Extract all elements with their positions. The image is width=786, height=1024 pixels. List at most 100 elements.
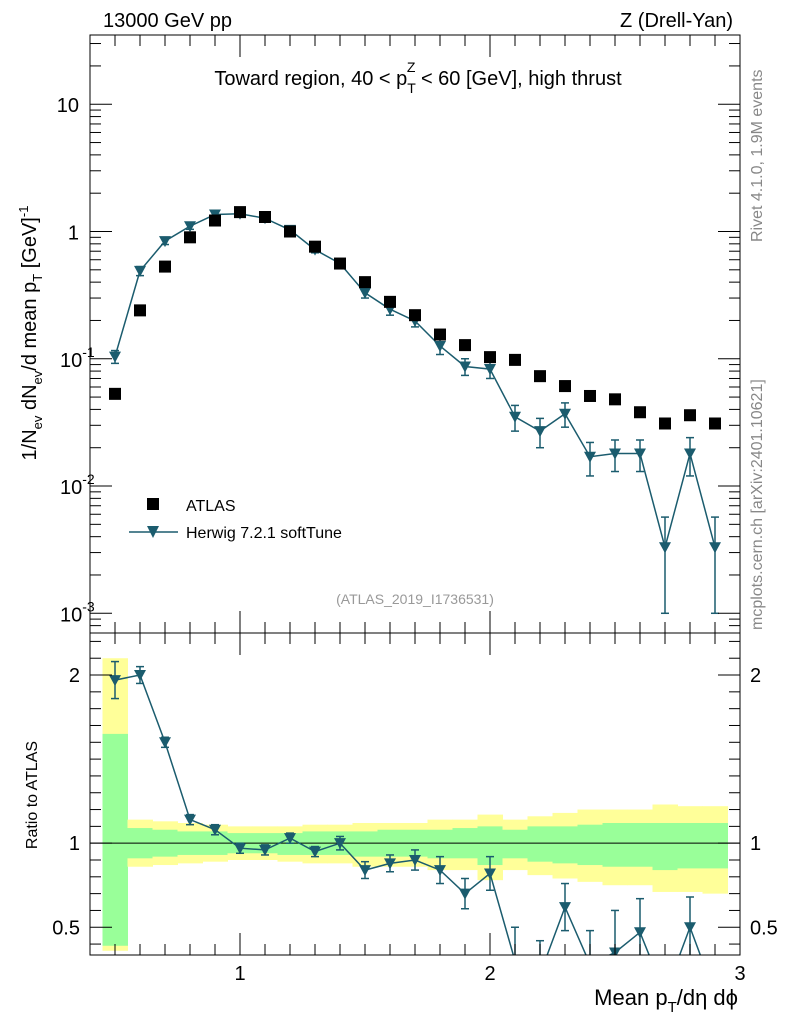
main-title: Toward region, 40 < pTZ < 60 [GeV], high… — [214, 59, 622, 96]
title-part-b: < 60 [GeV], high thrust — [415, 68, 622, 90]
herwig-point-17 — [534, 426, 546, 438]
ylabel-d: [GeV] — [19, 217, 41, 274]
main-tick-exp-0: -3 — [82, 598, 95, 614]
ratio-bands — [102, 658, 728, 951]
ratio-point-21 — [634, 927, 646, 939]
atlas-point-23 — [684, 409, 696, 422]
ratio-point-4 — [209, 824, 221, 836]
ratio-tick-label-right-0: 0.5 — [750, 917, 778, 939]
xlabel-a: Mean p — [594, 985, 667, 1010]
ratio-point-16 — [509, 956, 521, 967]
ratio-point-18 — [559, 902, 571, 914]
herwig-point-1 — [134, 265, 146, 277]
xlabel-sub: T — [668, 999, 677, 1016]
main-tick-label-3: 1 — [68, 223, 79, 245]
atlas-point-8 — [309, 240, 321, 253]
atlas-point-2 — [159, 260, 171, 273]
ratio-tick-label-right-1: 1 — [750, 833, 761, 855]
green-band-16 — [502, 829, 528, 859]
ratio-point-14 — [459, 888, 471, 900]
herwig-point-18 — [559, 408, 571, 420]
ratio-tick-label-left-2: 2 — [69, 665, 80, 687]
herwig-point-15 — [484, 364, 496, 376]
atlas-point-16 — [509, 353, 521, 366]
ratio-point-13 — [434, 865, 446, 877]
green-band-18 — [552, 826, 578, 864]
atlas-point-9 — [334, 257, 346, 270]
herwig-point-23 — [684, 448, 696, 460]
reference-label: (ATLAS_2019_I1736531) — [336, 591, 494, 607]
ratio-point-2 — [159, 737, 171, 749]
herwig-point-2 — [159, 236, 171, 248]
ratio-point-6 — [259, 844, 271, 856]
atlas-point-21 — [634, 406, 646, 419]
ratio-point-5 — [234, 843, 246, 855]
herwig-point-19 — [584, 451, 596, 463]
atlas-point-10 — [359, 276, 371, 289]
ylabel-c: /d mean p — [19, 282, 41, 371]
side-label-rivet: Rivet 4.1.0, 1.9M events — [749, 69, 766, 242]
ratio-point-7 — [284, 833, 296, 845]
atlas-point-1 — [134, 304, 146, 317]
header-left: 13000 GeV pp — [103, 10, 232, 32]
green-band-20 — [602, 823, 628, 867]
main-tick-label-4: 10 — [57, 95, 79, 117]
ratio-ylabel: Ratio to ATLAS — [24, 741, 41, 849]
herwig-point-21 — [634, 448, 646, 460]
atlas-point-0 — [109, 387, 121, 400]
ratio-point-17 — [534, 969, 546, 980]
green-band-7 — [277, 833, 303, 855]
herwig-point-0 — [109, 351, 121, 363]
title-sup: Z — [407, 59, 416, 75]
atlas-point-14 — [459, 339, 471, 352]
ratio-point-9 — [334, 838, 346, 850]
ratio-point-3 — [184, 814, 196, 826]
legend-label-herwig: Herwig 7.2.1 softTune — [186, 525, 342, 542]
main-ylabel: 1/Nev dNev/d mean pT [GeV]-1 — [16, 206, 45, 461]
ratio-point-10 — [359, 865, 371, 877]
herwig-point-13 — [434, 340, 446, 352]
green-band-19 — [577, 824, 603, 866]
ylabel-a: 1/N — [19, 429, 41, 460]
ylabel-s2: ev — [30, 370, 45, 384]
green-band-22 — [652, 823, 678, 871]
herwig-point-14 — [459, 361, 471, 373]
ratio-point-11 — [384, 858, 396, 870]
herwig-point-3 — [184, 221, 196, 233]
ratio-tick-label-left-1: 1 — [69, 833, 80, 855]
ratio-panel: 0.5 0.5 1 1 2 2 1 2 3 Ratio to ATLAS Mean pT/dη … — [24, 632, 778, 1016]
xlabel-b: /dη dϕ — [677, 985, 738, 1010]
atlas-point-5 — [234, 206, 246, 219]
legend-label-atlas: ATLAS — [186, 498, 236, 515]
green-band-0 — [102, 733, 128, 946]
title-sub: T — [407, 80, 416, 96]
legend-marker-atlas — [147, 498, 159, 510]
ratio-tick-label-left-0: 0.5 — [52, 917, 80, 939]
ratio-tick-label-right-2: 2 — [750, 665, 761, 687]
ratio-point-12 — [409, 854, 421, 866]
ylabel-s3: T — [30, 274, 45, 282]
green-band-10 — [352, 831, 378, 857]
legend-marker-herwig — [147, 526, 159, 538]
ratio-point-15 — [484, 868, 496, 880]
green-band-13 — [427, 829, 453, 859]
ratio-point-0 — [109, 675, 121, 687]
ratio-frame — [89, 632, 741, 956]
ylabel-b: dN — [19, 384, 41, 415]
header-right: Z (Drell-Yan) — [620, 10, 733, 32]
atlas-point-7 — [284, 225, 296, 238]
main-frame — [89, 34, 741, 634]
atlas-point-4 — [209, 214, 221, 227]
herwig-point-22 — [659, 542, 671, 554]
atlas-point-3 — [184, 231, 196, 244]
herwig-point-20 — [609, 448, 621, 460]
ratio-x-tick-label-0: 1 — [234, 963, 245, 985]
atlas-point-18 — [559, 380, 571, 393]
ratio-x-tick-label-1: 2 — [484, 963, 495, 985]
herwig-point-10 — [359, 287, 371, 299]
atlas-point-20 — [609, 393, 621, 406]
atlas-point-17 — [534, 370, 546, 383]
main-data-layer — [109, 206, 721, 615]
